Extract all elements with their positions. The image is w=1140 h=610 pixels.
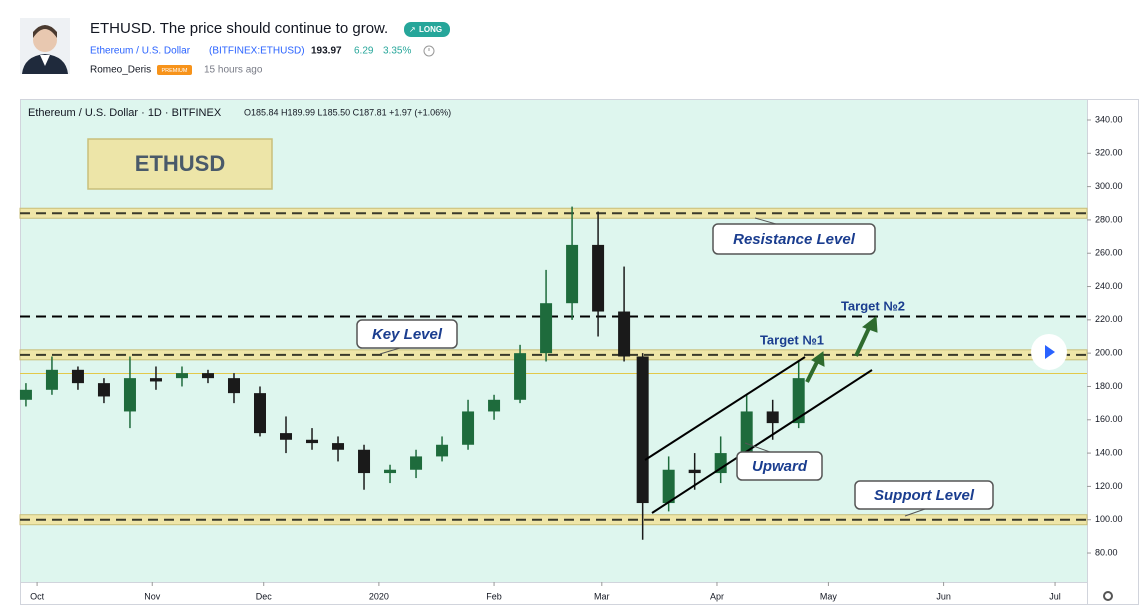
y-tick-label: 200.00 (1095, 348, 1123, 358)
candle-body (384, 469, 397, 474)
candle-body (410, 456, 423, 470)
y-tick-label: 260.00 (1095, 248, 1123, 258)
y-tick-label: 220.00 (1095, 314, 1123, 324)
x-tick-label: Mar (594, 591, 610, 601)
candle-body (175, 373, 188, 379)
candle-body (280, 433, 293, 440)
candle-body (436, 444, 449, 457)
annotation: Target №2 (841, 298, 905, 313)
candle-body (123, 378, 136, 412)
chart-legend: Ethereum / U.S. Dollar · 1D · BITFINEX (28, 107, 222, 119)
annotation-box (356, 319, 458, 349)
callout-line (379, 347, 401, 355)
candle-body (662, 469, 675, 504)
y-tick-label: 80.00 (1095, 547, 1118, 557)
annotation-box (712, 223, 876, 255)
annotation-box (736, 451, 823, 481)
y-tick-label: 300.00 (1095, 181, 1123, 191)
candle-body (149, 378, 162, 382)
y-tick-label: 160.00 (1095, 414, 1123, 424)
candle-body (462, 411, 475, 445)
play-button[interactable] (1031, 334, 1067, 370)
candle-body (227, 378, 240, 394)
x-tick-label: Jul (1049, 591, 1061, 601)
annotation: Key Level (372, 326, 443, 343)
y-tick-label: 120.00 (1095, 481, 1123, 491)
callout-line (744, 442, 771, 453)
long-badge: LONG (419, 25, 442, 34)
y-tick-label: 340.00 (1095, 114, 1123, 124)
x-tick-label: Feb (486, 591, 502, 601)
candle-body (540, 303, 553, 354)
y-tick-label: 320.00 (1095, 148, 1123, 158)
annotation: ETHUSD (135, 151, 225, 176)
y-tick-label: 140.00 (1095, 447, 1123, 457)
candle-body (766, 411, 779, 424)
candle-body (714, 453, 727, 474)
candle-body (358, 449, 371, 474)
change-pct: 3.35% (383, 46, 411, 57)
candle-body (514, 353, 527, 400)
candle-body (792, 378, 805, 424)
callout-line (904, 508, 926, 517)
channel-lower (651, 369, 873, 514)
alarm-icon[interactable] (423, 45, 435, 57)
candle-body (71, 369, 84, 384)
arrow-target-2 (854, 316, 878, 357)
y-tick-label: 280.00 (1095, 214, 1123, 224)
x-tick-label: Oct (30, 591, 45, 601)
arrow-target-1 (805, 351, 825, 383)
candle-body (254, 393, 267, 434)
change: 6.29 (354, 46, 374, 57)
chart-ohlc: O185.84 H189.99 L185.50 C187.81 +1.97 (+… (244, 107, 451, 117)
candle-body (592, 244, 605, 312)
candle-body (636, 356, 649, 504)
y-tick-label: 180.00 (1095, 381, 1123, 391)
long-badge-icon: ↗ (409, 25, 416, 34)
candle-body (618, 311, 631, 357)
author[interactable]: Romeo_Deris (90, 65, 151, 76)
candle-body (45, 369, 58, 390)
annotation: Target №1 (760, 332, 824, 347)
candle-body (688, 469, 701, 474)
overlay: ETHUSD Resistance Level Key Level Upward Sup… (87, 138, 994, 517)
premium-badge-bg (157, 65, 192, 75)
symbol-name[interactable]: Ethereum / U.S. Dollar (90, 46, 191, 57)
candle-body (97, 383, 110, 397)
x-tick-label: Jun (936, 591, 951, 601)
x-tick-label: Apr (710, 591, 724, 601)
avatar[interactable] (20, 18, 70, 74)
symbol-code[interactable]: (BITFINEX:ETHUSD) (209, 46, 305, 57)
settings-icon[interactable] (1103, 591, 1113, 601)
price: 193.97 (311, 46, 342, 57)
annotation-box (854, 480, 994, 510)
time: 15 hours ago (204, 65, 263, 76)
candle-body (332, 443, 345, 450)
candle-body (201, 373, 214, 379)
annotation: Support Level (874, 487, 975, 504)
candle-body (566, 244, 579, 304)
candle-body (488, 399, 501, 412)
x-tick-label: 2020 (369, 591, 389, 601)
candle-body (740, 411, 753, 454)
candle-body (19, 389, 32, 400)
long-badge-bg (404, 22, 450, 37)
annotation-box (87, 138, 273, 190)
x-tick-label: Dec (256, 591, 273, 601)
channel-upper (644, 356, 806, 461)
idea-title[interactable]: ETHUSD. The price should continue to gro… (90, 20, 388, 37)
annotation: Upward (752, 458, 808, 475)
x-tick-label: May (820, 591, 838, 601)
premium-badge: PREMIUM (162, 68, 188, 74)
candle-body (306, 439, 319, 444)
y-tick-label: 100.00 (1095, 514, 1123, 524)
annotation: Resistance Level (733, 231, 856, 248)
y-tick-label: 240.00 (1095, 281, 1123, 291)
x-tick-label: Nov (144, 591, 161, 601)
